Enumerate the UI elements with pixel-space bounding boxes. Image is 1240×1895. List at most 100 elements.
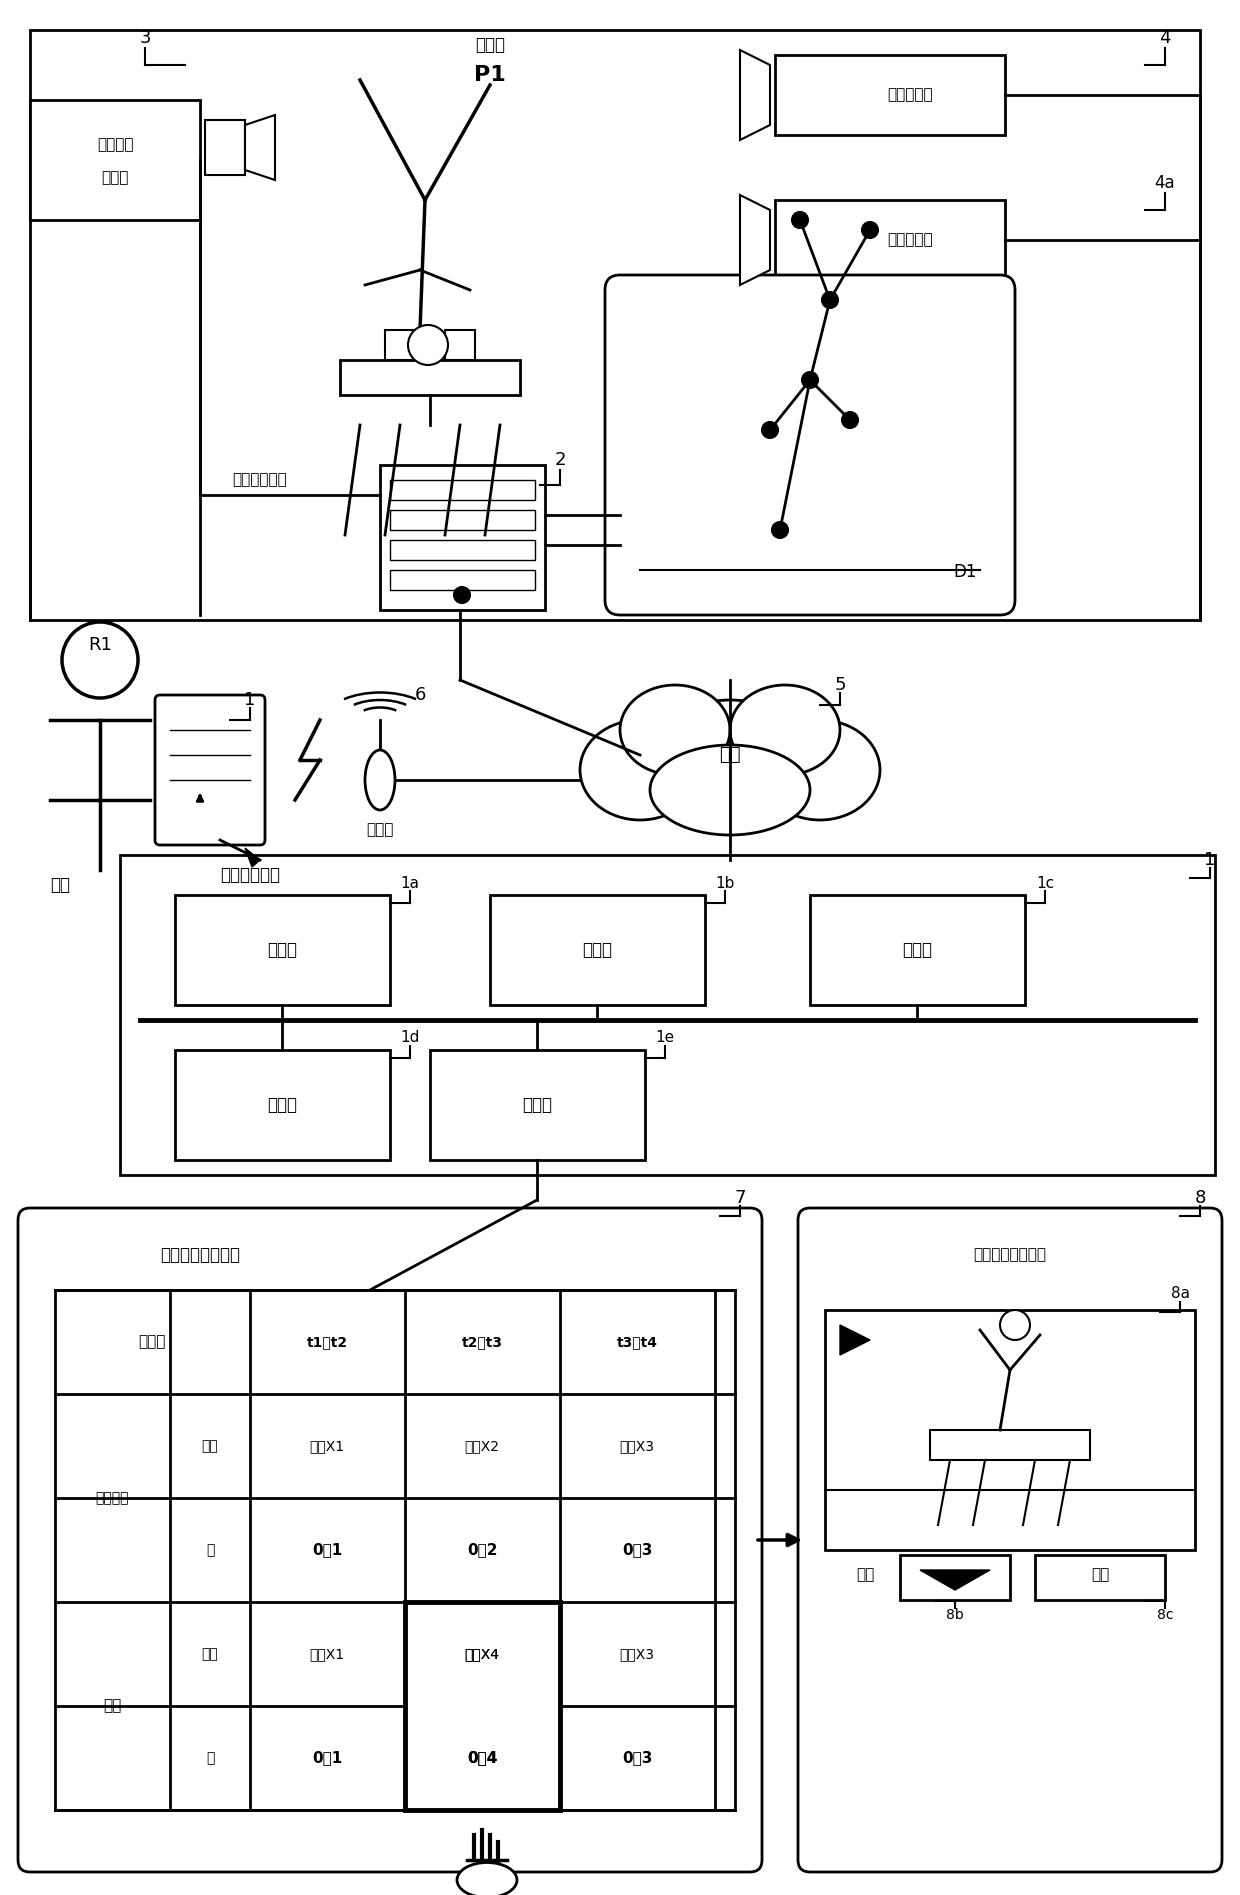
- Text: 技巧X4: 技巧X4: [465, 1647, 500, 1662]
- Ellipse shape: [730, 684, 839, 775]
- Text: 技巧: 技巧: [202, 1438, 218, 1453]
- Ellipse shape: [650, 745, 810, 836]
- Text: 技巧视频播放画面: 技巧视频播放画面: [973, 1247, 1047, 1262]
- Bar: [810, 894, 1025, 1004]
- Text: 裁判: 裁判: [50, 875, 69, 894]
- Bar: [391, 479, 534, 500]
- FancyBboxPatch shape: [799, 1207, 1221, 1872]
- Circle shape: [802, 371, 818, 388]
- Text: 2: 2: [554, 451, 565, 468]
- Bar: [405, 1601, 560, 1810]
- Ellipse shape: [580, 720, 701, 821]
- Bar: [205, 119, 246, 174]
- Bar: [30, 30, 1200, 620]
- Text: 激光传感器: 激光传感器: [887, 87, 932, 102]
- Text: 1c: 1c: [1035, 875, 1054, 891]
- Text: 处理部: 处理部: [582, 942, 613, 959]
- Ellipse shape: [650, 699, 810, 821]
- Text: 技巧X2: 技巧X2: [465, 1438, 500, 1453]
- Text: 激光传感器: 激光传感器: [887, 233, 932, 248]
- Text: 0．4: 0．4: [466, 1751, 497, 1766]
- Bar: [55, 1290, 735, 1810]
- Text: 通信部: 通信部: [901, 942, 932, 959]
- Text: 1b: 1b: [715, 875, 734, 891]
- Polygon shape: [740, 195, 770, 284]
- Text: 裁判: 裁判: [103, 1698, 122, 1713]
- Text: 评分辅助装置: 评分辅助装置: [219, 866, 280, 883]
- Text: 分: 分: [206, 1543, 215, 1558]
- Bar: [900, 1556, 1011, 1599]
- Ellipse shape: [458, 1863, 517, 1895]
- Bar: [391, 510, 534, 531]
- Text: 显示部: 显示部: [522, 1095, 552, 1114]
- Text: 传感技术: 传感技术: [95, 1491, 129, 1505]
- Text: 0．4: 0．4: [466, 1751, 497, 1766]
- Circle shape: [862, 222, 878, 239]
- Text: 8c: 8c: [1157, 1609, 1173, 1622]
- Text: 3: 3: [139, 28, 151, 47]
- Polygon shape: [839, 1325, 870, 1355]
- Circle shape: [773, 521, 787, 538]
- Ellipse shape: [365, 750, 396, 809]
- Bar: [30, 100, 200, 220]
- Text: 评分结果比较画面: 评分结果比较画面: [160, 1247, 241, 1264]
- Ellipse shape: [760, 720, 880, 821]
- Text: 4: 4: [1159, 28, 1171, 47]
- Text: 0．3: 0．3: [621, 1543, 652, 1558]
- Text: t1～t2: t1～t2: [306, 1334, 347, 1349]
- Bar: [775, 201, 1004, 280]
- Text: 信息处理装置: 信息处理装置: [233, 472, 288, 487]
- Text: 1d: 1d: [401, 1031, 419, 1046]
- Circle shape: [454, 587, 470, 603]
- Text: 1a: 1a: [401, 875, 419, 891]
- Text: 输入部: 输入部: [267, 1095, 298, 1114]
- Text: 8: 8: [1194, 1188, 1205, 1207]
- Bar: [340, 360, 520, 394]
- Text: 4a: 4a: [1154, 174, 1176, 191]
- Text: 0．1: 0．1: [312, 1751, 342, 1766]
- Text: 0．1: 0．1: [312, 1543, 342, 1558]
- Polygon shape: [246, 847, 260, 868]
- FancyBboxPatch shape: [605, 275, 1016, 616]
- Text: 1e: 1e: [656, 1031, 675, 1046]
- Text: 确定: 确定: [1091, 1567, 1109, 1582]
- Text: 存储部: 存储部: [267, 942, 298, 959]
- Bar: [384, 330, 415, 360]
- Bar: [775, 55, 1004, 135]
- Ellipse shape: [620, 684, 730, 775]
- Circle shape: [842, 411, 858, 428]
- Text: 技巧X1: 技巧X1: [310, 1647, 345, 1662]
- Bar: [430, 1050, 645, 1160]
- Text: 6: 6: [414, 686, 425, 705]
- Text: 参赛者: 参赛者: [475, 36, 505, 53]
- Bar: [391, 570, 534, 589]
- Bar: [490, 894, 706, 1004]
- Bar: [1035, 1556, 1166, 1599]
- Text: 分: 分: [206, 1751, 215, 1764]
- Bar: [175, 1050, 391, 1160]
- Bar: [825, 1309, 1195, 1550]
- Text: 网络: 网络: [719, 747, 740, 764]
- Text: t3～t4: t3～t4: [616, 1334, 657, 1349]
- Circle shape: [822, 292, 838, 309]
- Text: 8b: 8b: [946, 1609, 963, 1622]
- Text: 技巧: 技巧: [202, 1647, 218, 1662]
- Bar: [445, 330, 475, 360]
- FancyBboxPatch shape: [155, 695, 265, 845]
- Text: 接入点: 接入点: [366, 822, 393, 838]
- Text: 技巧X4: 技巧X4: [465, 1647, 500, 1662]
- Text: D1: D1: [954, 563, 977, 582]
- Text: P1: P1: [474, 64, 506, 85]
- Text: 1: 1: [1204, 851, 1215, 870]
- Text: 0．2: 0．2: [466, 1543, 497, 1558]
- Circle shape: [999, 1309, 1030, 1340]
- Polygon shape: [920, 1569, 990, 1590]
- Bar: [930, 1431, 1090, 1459]
- Bar: [379, 464, 546, 610]
- Polygon shape: [740, 49, 770, 140]
- Bar: [120, 855, 1215, 1175]
- Bar: [175, 894, 391, 1004]
- Circle shape: [62, 622, 138, 697]
- FancyBboxPatch shape: [19, 1207, 763, 1872]
- Circle shape: [792, 212, 808, 227]
